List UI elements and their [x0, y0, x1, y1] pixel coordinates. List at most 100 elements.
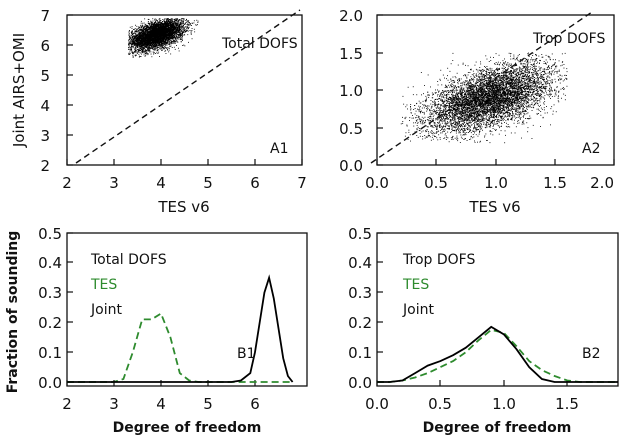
a1-scatter-point: [154, 40, 156, 42]
a1-scatter-point: [159, 47, 161, 49]
a1-scatter-point: [139, 40, 141, 42]
a1-scatter-point: [136, 40, 137, 42]
a1-scatter-point: [159, 31, 161, 32]
a1-scatter-point: [172, 33, 174, 35]
a1-scatter-point: [173, 26, 175, 28]
a1-scatter-point: [169, 39, 171, 41]
a1-scatter-point: [170, 37, 172, 39]
a1-scatter-point: [152, 23, 154, 25]
a1-scatter-point: [180, 18, 182, 20]
a1-scatter-point: [155, 18, 157, 20]
a1-scatter-point: [154, 28, 156, 30]
a1-scatter-point: [158, 37, 160, 39]
a1-scatter-point: [181, 30, 182, 32]
a1-scatter-point: [161, 22, 163, 23]
a1-scatter-point: [161, 23, 162, 24]
a1-scatter-point: [158, 42, 160, 44]
a1-scatter-point: [161, 35, 162, 37]
a1-scatter-point: [161, 39, 163, 41]
a1-scatter-point: [164, 27, 166, 29]
a1-scatter-point: [188, 24, 190, 26]
a1-scatter-point: [160, 41, 162, 43]
a1-scatter-point: [140, 40, 142, 41]
a1-scatter-point: [163, 32, 165, 34]
a1-scatter-point: [148, 40, 150, 42]
a1-scatter-point: [173, 42, 175, 43]
a1-scatter-point: [155, 28, 157, 30]
a1-scatter-point: [168, 18, 169, 20]
a1-scatter-point: [163, 40, 165, 42]
a1-scatter-point: [146, 50, 147, 51]
a1-scatter-point: [166, 39, 167, 41]
a1-scatter-point: [151, 56, 153, 58]
a1-scatter-point: [182, 34, 184, 36]
a1-scatter-point: [180, 41, 182, 43]
a1-scatter-point: [179, 34, 181, 35]
a1-scatter-point: [161, 37, 163, 39]
a1-scatter-point: [180, 22, 182, 24]
a1-scatter-point: [169, 40, 171, 42]
a1-scatter-point: [130, 45, 132, 47]
a1-scatter-point: [130, 42, 132, 44]
a1-scatter-point: [178, 32, 179, 33]
a1-scatter-point: [169, 38, 171, 39]
a1-scatter-point: [134, 35, 136, 37]
a1-scatter-point: [157, 22, 159, 24]
a1-scatter-point: [139, 35, 140, 37]
a1-scatter-point: [164, 42, 165, 44]
a1-scatter-point: [147, 25, 148, 27]
a1-scatter-point: [165, 36, 167, 38]
a1-scatter-point: [132, 37, 134, 39]
a1-scatter-point: [176, 33, 178, 35]
a1-scatter-point: [179, 35, 181, 37]
a1-scatter-point: [158, 34, 160, 36]
a1-scatter-point: [141, 40, 143, 42]
a1-scatter-point: [128, 33, 130, 34]
a1-scatter-point: [166, 36, 168, 38]
a1-scatter-point: [131, 31, 133, 33]
a1-scatter-point: [138, 29, 139, 31]
a1-scatter-point: [152, 35, 154, 36]
a1-scatter-point: [157, 36, 159, 38]
a1-scatter-point: [152, 41, 154, 43]
a1-scatter-point: [166, 38, 167, 40]
a1-scatter-point: [158, 30, 160, 32]
a1-scatter-point: [172, 26, 173, 27]
a1-scatter-point: [135, 31, 137, 32]
a1-scatter-point: [140, 35, 142, 37]
a1-scatter-point: [178, 30, 180, 31]
a1-scatter-point: [143, 34, 145, 36]
a1-scatter-point: [179, 24, 181, 26]
a1-scatter-point: [143, 50, 145, 52]
a1-scatter-point: [168, 38, 170, 40]
a1-scatter-point: [166, 32, 168, 34]
a1-scatter-point: [129, 46, 130, 48]
a1-scatter-point: [164, 35, 166, 37]
a1-scatter-point: [184, 30, 186, 32]
a1-scatter-point: [180, 31, 182, 33]
a1-scatter-point: [168, 23, 170, 25]
a1-scatter-point: [139, 46, 141, 48]
a1-scatter-point: [153, 46, 155, 48]
a1-scatter-point: [138, 42, 140, 44]
a1-scatter-point: [172, 30, 174, 32]
a1-scatter-point: [177, 21, 179, 23]
a1-scatter-point: [150, 21, 152, 23]
a1-scatter-point: [160, 41, 162, 43]
a1-scatter-point: [157, 35, 158, 37]
a1-scatter-point: [158, 34, 160, 35]
a1-scatter-point: [160, 27, 162, 29]
a1-scatter-point: [142, 45, 144, 47]
a1-scatter-point: [139, 46, 141, 48]
a1-scatter-point: [154, 40, 156, 42]
a1-scatter-point: [137, 44, 139, 46]
a1-scatter-point: [159, 24, 160, 25]
a1-scatter-point: [160, 38, 162, 39]
a1-scatter-point: [161, 28, 162, 30]
a1-scatter-point: [151, 31, 152, 33]
a1-scatter-point: [136, 53, 138, 54]
a1-scatter-point: [177, 26, 179, 28]
a1-scatter-point: [165, 35, 167, 36]
a1-scatter-point: [140, 43, 141, 45]
a1-scatter-point: [171, 21, 173, 23]
